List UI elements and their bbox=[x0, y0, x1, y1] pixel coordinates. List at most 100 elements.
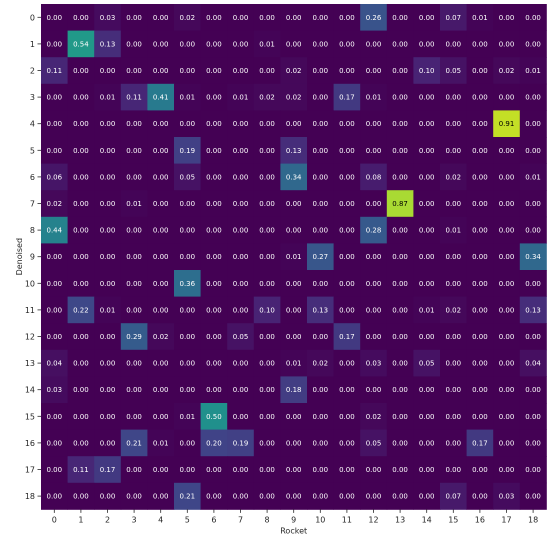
heatmap-cell-value: 0.00 bbox=[206, 253, 222, 261]
heatmap-cell-value: 0.00 bbox=[126, 120, 142, 128]
heatmap-cell bbox=[253, 30, 281, 58]
heatmap-cell-value: 0.02 bbox=[499, 67, 515, 75]
heatmap-cell bbox=[253, 429, 281, 457]
heatmap-cell-value: 0.00 bbox=[153, 306, 169, 314]
x-tick-label: 9 bbox=[291, 515, 296, 524]
heatmap-cell-value: 0.03 bbox=[47, 386, 63, 394]
heatmap-cell bbox=[67, 270, 95, 297]
heatmap-cell bbox=[519, 270, 547, 297]
heatmap-cell bbox=[147, 30, 175, 58]
heatmap-cell-value: 0.00 bbox=[126, 360, 142, 368]
heatmap-cell-value: 0.00 bbox=[206, 94, 222, 102]
heatmap-cell bbox=[360, 110, 388, 138]
heatmap-cell-value: 0.00 bbox=[286, 493, 302, 501]
heatmap-cell-value: 0.00 bbox=[366, 40, 382, 48]
heatmap-cell-value: 0.00 bbox=[206, 306, 222, 314]
heatmap-cell-value: 0.00 bbox=[73, 120, 89, 128]
heatmap-cell bbox=[41, 349, 68, 377]
heatmap-cell bbox=[307, 349, 334, 377]
heatmap-cell bbox=[440, 30, 467, 58]
heatmap-cell-value: 0.00 bbox=[499, 94, 515, 102]
heatmap-cell-value: 0.00 bbox=[366, 120, 382, 128]
heatmap-cell-value: 0.01 bbox=[153, 439, 169, 447]
heatmap-cell bbox=[67, 429, 95, 457]
heatmap-cell-value: 0.00 bbox=[100, 493, 116, 501]
heatmap-cell bbox=[253, 83, 281, 111]
heatmap-cell bbox=[280, 216, 308, 244]
heatmap-cell bbox=[147, 323, 175, 351]
heatmap-cell-value: 0.00 bbox=[525, 386, 541, 394]
heatmap-cell bbox=[94, 57, 122, 85]
heatmap-cell-value: 0.00 bbox=[100, 439, 116, 447]
heatmap-cell-value: 0.00 bbox=[366, 386, 382, 394]
heatmap-cell-value: 0.00 bbox=[73, 280, 89, 288]
heatmap-cell bbox=[67, 83, 95, 111]
heatmap-cell-value: 0.02 bbox=[446, 306, 462, 314]
heatmap-cell bbox=[280, 376, 308, 404]
heatmap-cell bbox=[147, 163, 175, 191]
heatmap-cell-value: 0.03 bbox=[366, 360, 382, 368]
heatmap-cell-value: 0.00 bbox=[73, 333, 89, 341]
heatmap-cell bbox=[253, 403, 281, 430]
heatmap-cell bbox=[519, 30, 547, 58]
heatmap-cell-value: 0.02 bbox=[180, 14, 196, 22]
heatmap-cell bbox=[333, 163, 361, 191]
heatmap-cell-value: 0.00 bbox=[339, 67, 355, 75]
heatmap-cell-value: 0.00 bbox=[259, 200, 275, 208]
heatmap-cell-value: 0.00 bbox=[180, 306, 196, 314]
heatmap-cell bbox=[227, 323, 255, 351]
heatmap-cell bbox=[360, 137, 388, 164]
heatmap-cell-value: 0.11 bbox=[73, 466, 89, 474]
heatmap-cell bbox=[147, 482, 175, 510]
heatmap-cell bbox=[386, 30, 414, 58]
heatmap-cell-value: 0.02 bbox=[153, 333, 169, 341]
heatmap-cell-value: 0.00 bbox=[339, 253, 355, 261]
heatmap-cell-value: 0.00 bbox=[73, 253, 89, 261]
heatmap-cell bbox=[307, 456, 334, 484]
heatmap-cell bbox=[120, 4, 148, 31]
heatmap-cell-value: 0.00 bbox=[339, 439, 355, 447]
heatmap-cell-value: 0.00 bbox=[126, 466, 142, 474]
heatmap-cell bbox=[174, 243, 201, 271]
heatmap-cell-value: 0.87 bbox=[392, 200, 408, 208]
heatmap-cell bbox=[280, 296, 308, 324]
heatmap-cell bbox=[307, 243, 334, 271]
heatmap-cell bbox=[413, 4, 441, 31]
heatmap-cell-value: 0.13 bbox=[286, 147, 302, 155]
heatmap-cell bbox=[120, 30, 148, 58]
heatmap-cell-value: 0.00 bbox=[525, 333, 541, 341]
heatmap-cell-value: 0.00 bbox=[339, 147, 355, 155]
heatmap-cell-value: 0.00 bbox=[499, 360, 515, 368]
heatmap-cell-value: 0.00 bbox=[286, 333, 302, 341]
heatmap-cell bbox=[307, 163, 334, 191]
heatmap-cell-value: 0.36 bbox=[180, 280, 196, 288]
heatmap-cell-value: 0.00 bbox=[153, 173, 169, 181]
heatmap-cell bbox=[466, 137, 494, 164]
heatmap-cell bbox=[440, 376, 467, 404]
heatmap-cell bbox=[493, 376, 521, 404]
heatmap-cell-value: 0.00 bbox=[180, 466, 196, 474]
heatmap-cell bbox=[519, 403, 547, 430]
heatmap-cell-value: 0.00 bbox=[126, 306, 142, 314]
heatmap-cell bbox=[493, 163, 521, 191]
heatmap-cell-value: 0.06 bbox=[47, 173, 63, 181]
heatmap-cell bbox=[200, 243, 228, 271]
heatmap-cell-value: 0.00 bbox=[313, 67, 329, 75]
heatmap-cell bbox=[386, 482, 414, 510]
heatmap-cell bbox=[120, 163, 148, 191]
heatmap-cell-value: 0.00 bbox=[419, 413, 435, 421]
heatmap-cell bbox=[67, 482, 95, 510]
x-tick-label: 0 bbox=[52, 515, 57, 524]
heatmap-cell bbox=[147, 4, 175, 31]
heatmap-cell bbox=[120, 482, 148, 510]
heatmap-cell bbox=[67, 243, 95, 271]
heatmap-cell bbox=[280, 243, 308, 271]
heatmap-cell bbox=[280, 83, 308, 111]
heatmap-cell bbox=[41, 376, 68, 404]
heatmap-cell bbox=[413, 243, 441, 271]
heatmap-cell-value: 0.00 bbox=[339, 200, 355, 208]
heatmap-cell-value: 0.00 bbox=[472, 200, 488, 208]
heatmap-cell-value: 0.00 bbox=[313, 413, 329, 421]
heatmap-cell-value: 0.00 bbox=[47, 14, 63, 22]
heatmap-cell bbox=[200, 83, 228, 111]
